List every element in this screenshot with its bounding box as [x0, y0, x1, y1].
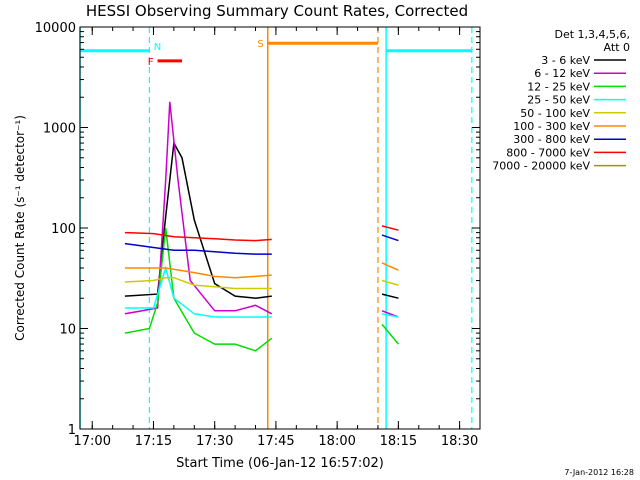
date-stamp: 7-Jan-2012 16:28 — [564, 468, 634, 477]
legend-label: 300 - 800 keV — [513, 133, 590, 146]
legend-label: 100 - 300 keV — [513, 120, 590, 133]
marker-layer: S FN — [79, 27, 473, 429]
series-line — [124, 227, 273, 352]
axes-layer — [79, 26, 481, 430]
x-tick-label: 18:15 — [380, 434, 417, 449]
series-line — [124, 140, 272, 299]
y-axis-label: Corrected Count Rate (s⁻¹ detector⁻¹) — [13, 115, 27, 341]
x-tick-label: 18:30 — [441, 434, 478, 449]
x-axis-label: Start Time (06-Jan-12 16:57:02) — [176, 456, 384, 471]
series-line — [381, 323, 399, 345]
series-line — [124, 242, 272, 255]
series-line — [381, 279, 399, 286]
y-tick-label: 1000 — [43, 122, 76, 137]
observing-flag-label: S — [257, 39, 263, 50]
y-tick-label: 10 — [59, 323, 76, 338]
series-line — [124, 276, 272, 290]
legend-title-line-1: Det 1,3,4,5,6, — [554, 28, 630, 41]
legend-label: 3 - 6 keV — [541, 54, 590, 67]
series-line — [381, 234, 399, 242]
x-tick-label: 18:00 — [318, 434, 355, 449]
x-tick-label: 17:00 — [74, 434, 111, 449]
x-tick-label: 17:15 — [135, 434, 172, 449]
series-line — [381, 262, 399, 271]
legend-label: 50 - 100 keV — [520, 107, 590, 120]
observing-flag-label: N — [154, 42, 161, 53]
legend-label: 6 - 12 keV — [534, 67, 590, 80]
legend-label: 12 - 25 keV — [527, 80, 590, 93]
series-line — [381, 225, 399, 231]
observing-flag-label: F — [148, 57, 154, 68]
series-line — [124, 265, 272, 318]
x-tick-label: 17:45 — [257, 434, 294, 449]
series-line — [124, 231, 272, 242]
y-tick-label: 10000 — [35, 21, 76, 36]
legend-label: 25 - 50 keV — [527, 94, 590, 107]
x-tick-label: 17:30 — [196, 434, 233, 449]
ticks-layer: 17:00 17:15 17:30 17:45 18:00 18:15 18:30 1 10 10… — [35, 21, 481, 449]
legend-label: 7000 - 20000 keV — [492, 160, 590, 173]
legend-title-line-2: Att 0 — [604, 41, 630, 54]
series-line — [124, 101, 273, 315]
y-tick-label: 1 — [68, 423, 76, 438]
series-line — [381, 293, 399, 299]
series-line — [124, 267, 272, 279]
y-tick-label: 100 — [51, 222, 76, 237]
legend-label: 800 - 7000 keV — [506, 146, 590, 159]
chart-title: HESSI Observing Summary Count Rates, Cor… — [86, 2, 468, 20]
series-layer — [124, 101, 399, 352]
plot-frame — [79, 26, 481, 430]
series-line — [381, 313, 399, 318]
